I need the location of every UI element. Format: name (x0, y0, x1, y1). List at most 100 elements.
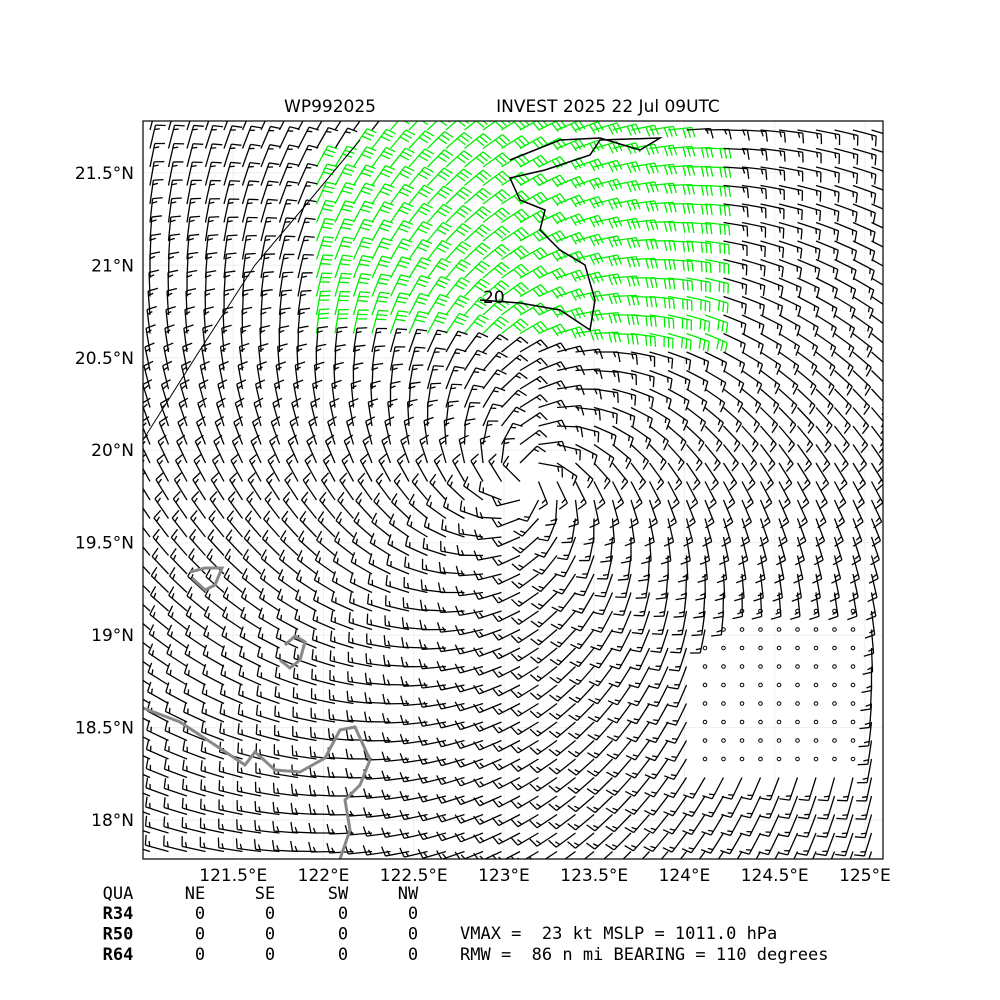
y-tick-label: 18.5°N (75, 719, 134, 739)
barb-tick (348, 612, 351, 623)
barb-tick (873, 554, 879, 560)
barb-tick (396, 479, 401, 485)
barb-tick (574, 769, 580, 773)
barb-tick (865, 703, 871, 707)
barb-staff (648, 499, 658, 523)
barb-tick (240, 805, 243, 812)
barb-tick (635, 237, 641, 248)
barb-staff (143, 829, 151, 834)
barb-tick (649, 163, 655, 174)
barb-tick (686, 241, 690, 253)
barb-tick (177, 416, 187, 423)
barb-staff (871, 129, 883, 135)
barb-tick (606, 753, 617, 760)
barb-tick (459, 500, 463, 511)
barb-tick (454, 663, 461, 674)
barb-staff (731, 777, 743, 800)
barb-tick (372, 367, 379, 371)
barb-tick (266, 202, 272, 205)
barb-tick (290, 840, 294, 852)
barb-tick (345, 131, 351, 134)
barb-tick (176, 434, 186, 442)
barb-tick (834, 573, 840, 579)
barb-tick (798, 798, 809, 802)
barb-staff (655, 703, 669, 725)
barb-tick (432, 368, 438, 371)
barb-tick (790, 615, 801, 621)
barb-tick (631, 373, 634, 380)
barb-tick (438, 261, 449, 268)
barb-tick (621, 592, 627, 595)
barb-staff (519, 375, 541, 390)
barb-tick (799, 536, 805, 541)
barb-tick (850, 328, 856, 338)
barb-tick (460, 628, 465, 635)
barb-tick (613, 735, 620, 738)
barb-tick (593, 197, 600, 208)
barb-tick (399, 828, 405, 839)
barb-tick (456, 192, 466, 200)
barb-tick (834, 171, 837, 178)
barb-tick (328, 708, 331, 720)
barb-tick (520, 282, 529, 290)
barb-staff (352, 146, 368, 168)
barb-tick (885, 346, 887, 351)
barb-tick (321, 244, 332, 248)
barb-staff (498, 647, 521, 660)
barb-tick (346, 163, 357, 169)
barb-tick (510, 781, 519, 791)
barb-staff (833, 499, 846, 523)
barb-tick (423, 720, 428, 726)
barb-tick (294, 608, 299, 620)
barb-staff (704, 444, 721, 464)
barb-tick (361, 222, 373, 227)
barb-tick (341, 453, 351, 461)
barb-tick (255, 704, 259, 716)
barb-tick (629, 437, 634, 448)
barb-tick (818, 210, 822, 221)
barb-tick (423, 516, 428, 527)
barb-tick (417, 735, 424, 746)
barb-staff (314, 579, 336, 594)
barb-tick (460, 277, 471, 283)
barb-tick (574, 732, 581, 737)
barb-tick (206, 651, 209, 657)
barb-tick (663, 297, 667, 309)
barb-tick (796, 852, 808, 856)
calm-marker (702, 664, 708, 669)
barb-tick (843, 440, 848, 447)
barb-tick (851, 308, 856, 319)
barb-tick (554, 822, 561, 827)
barb-tick (249, 453, 258, 461)
barb-tick (818, 229, 821, 241)
barb-tick (858, 745, 869, 748)
barb-tick (326, 823, 331, 835)
barb-tick (138, 536, 141, 541)
barb-tick (385, 575, 388, 586)
barb-tick (612, 844, 618, 848)
barb-tick (239, 843, 243, 850)
barb-tick (460, 153, 469, 161)
barb-staff (500, 423, 514, 445)
barb-tick (835, 835, 846, 839)
barb-staff (704, 499, 715, 523)
barb-tick (473, 529, 479, 540)
barb-tick (172, 573, 176, 580)
barb-tick (570, 142, 578, 152)
barb-tick (152, 528, 160, 538)
barb-tick (672, 240, 677, 251)
barb-tick (594, 594, 605, 598)
barb-tick (578, 138, 586, 149)
barb-tick (719, 224, 722, 235)
barb-tick (574, 196, 582, 206)
barb-tick (756, 381, 759, 388)
barb-tick (834, 190, 836, 197)
barb-tick (658, 578, 669, 583)
barb-tick (548, 748, 558, 757)
barb-tick (853, 573, 859, 579)
barb-staff (630, 462, 647, 483)
barb-tick (837, 502, 847, 510)
barb-tick (689, 502, 699, 510)
barb-staff (636, 684, 651, 707)
barb-staff (324, 440, 336, 464)
